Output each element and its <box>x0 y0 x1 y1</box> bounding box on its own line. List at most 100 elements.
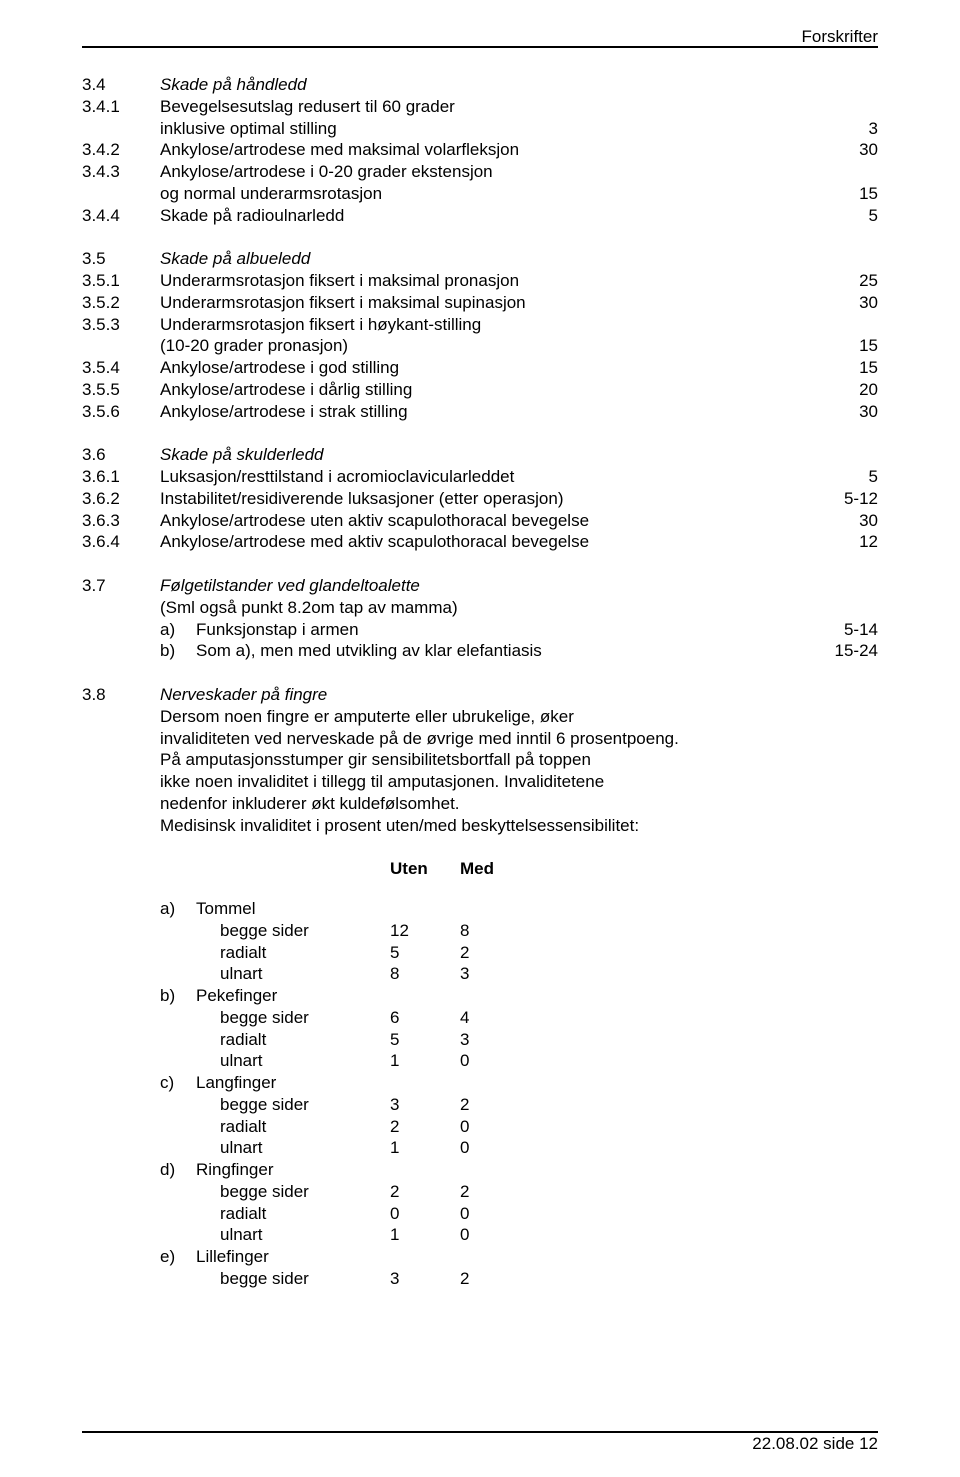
row-value-med: 8 <box>460 920 530 942</box>
section-3-7: 3.7 Følgetilstander ved glandeltoalette <box>82 575 878 597</box>
item-3-4-4: 3.4.4 Skade på radioulnarledd 5 <box>82 205 878 227</box>
table-row: begge sider32 <box>160 1094 878 1116</box>
item-3-7-note: (Sml også punkt 8.2om tap av mamma) <box>82 597 878 619</box>
item-value: 12 <box>816 531 878 553</box>
header-rule <box>82 46 878 48</box>
section-title: Skade på håndledd <box>160 74 816 96</box>
item-value: 5 <box>816 205 878 227</box>
row-name: radialt <box>220 1116 390 1138</box>
paragraph-text: nedenfor inkluderer økt kuldefølsomhet. <box>160 793 816 815</box>
item-number: 3.5.5 <box>82 379 160 401</box>
paragraph-text: Medisinsk invaliditet i prosent uten/med… <box>160 815 816 837</box>
row-name: radialt <box>220 1029 390 1051</box>
item-3-6-2: 3.6.2 Instabilitet/residiverende luksasj… <box>82 488 878 510</box>
item-3-8-p1: Dersom noen fingre er amputerte eller ub… <box>82 706 878 728</box>
row-value-uten: 5 <box>390 942 460 964</box>
group-label: e) <box>160 1246 196 1268</box>
item-3-4-1-line2: inklusive optimal stilling 3 <box>82 118 878 140</box>
row-value-uten: 2 <box>390 1116 460 1138</box>
item-number: 3.5.1 <box>82 270 160 292</box>
group-label: b) <box>160 985 196 1007</box>
item-number: 3.5.2 <box>82 292 160 314</box>
section-title: Nerveskader på fingre <box>160 684 816 706</box>
table-group-row: b)Pekefinger <box>160 985 878 1007</box>
item-text: Underarmsrotasjon fiksert i høykant-stil… <box>160 314 816 336</box>
table-group-row: e)Lillefinger <box>160 1246 878 1268</box>
item-3-8-p2: invaliditeten ved nerveskade på de øvrig… <box>82 728 878 750</box>
item-3-5-3-line1: 3.5.3 Underarmsrotasjon fiksert i høykan… <box>82 314 878 336</box>
item-value: 25 <box>816 270 878 292</box>
row-value-uten: 1 <box>390 1050 460 1072</box>
section-3-8: 3.8 Nerveskader på fingre <box>82 684 878 706</box>
item-3-6-1: 3.6.1 Luksasjon/resttilstand i acromiocl… <box>82 466 878 488</box>
item-text: Ankylose/artrodese uten aktiv scapulotho… <box>160 510 816 532</box>
item-value: 30 <box>816 510 878 532</box>
row-value-uten: 3 <box>390 1268 460 1290</box>
row-value-med: 0 <box>460 1116 530 1138</box>
item-value: 15 <box>816 357 878 379</box>
item-text: Instabilitet/residiverende luksasjoner (… <box>160 488 816 510</box>
item-number: 3.5.3 <box>82 314 160 336</box>
row-value-med: 0 <box>460 1203 530 1225</box>
item-value: 15 <box>816 335 878 357</box>
item-value: 30 <box>816 292 878 314</box>
row-value-uten: 8 <box>390 963 460 985</box>
table-row: ulnart10 <box>160 1137 878 1159</box>
group-name: Langfinger <box>196 1072 390 1094</box>
item-number: 3.4.1 <box>82 96 160 118</box>
table-row: begge sider22 <box>160 1181 878 1203</box>
row-value-uten: 0 <box>390 1203 460 1225</box>
table-row: radialt52 <box>160 942 878 964</box>
row-name: begge sider <box>220 920 390 942</box>
item-value: 5 <box>816 466 878 488</box>
item-text: Bevegelsesutslag redusert til 60 grader <box>160 96 816 118</box>
subitem-value: 5-14 <box>816 619 878 641</box>
row-name: ulnart <box>220 963 390 985</box>
subitem-label: a) <box>160 619 196 641</box>
section-title: Følgetilstander ved glandeltoalette <box>160 575 816 597</box>
row-name: begge sider <box>220 1007 390 1029</box>
group-name: Ringfinger <box>196 1159 390 1181</box>
item-text: (10-20 grader pronasjon) <box>160 335 816 357</box>
section-number: 3.7 <box>82 575 160 597</box>
item-value: 30 <box>816 401 878 423</box>
paragraph-text: På amputasjonsstumper gir sensibilitetsb… <box>160 749 816 771</box>
table-row: begge sider32 <box>160 1268 878 1290</box>
item-number: 3.6.1 <box>82 466 160 488</box>
footer-right: 22.08.02 side 12 <box>752 1433 878 1455</box>
row-value-med: 0 <box>460 1224 530 1246</box>
row-value-med: 3 <box>460 963 530 985</box>
document-body: 3.4 Skade på håndledd 3.4.1 Bevegelsesut… <box>82 74 878 1290</box>
item-number: 3.5.6 <box>82 401 160 423</box>
item-3-7-a: a) Funksjonstap i armen 5-14 <box>82 619 878 641</box>
item-value: 15 <box>816 183 878 205</box>
row-name: begge sider <box>220 1094 390 1116</box>
table-row: radialt00 <box>160 1203 878 1225</box>
row-value-uten: 1 <box>390 1137 460 1159</box>
section-number: 3.6 <box>82 444 160 466</box>
table-row: ulnart83 <box>160 963 878 985</box>
group-label: a) <box>160 898 196 920</box>
item-value: 3 <box>816 118 878 140</box>
item-text: Skade på radioulnarledd <box>160 205 816 227</box>
item-number: 3.4.3 <box>82 161 160 183</box>
group-label: c) <box>160 1072 196 1094</box>
item-text: og normal underarmsrotasjon <box>160 183 816 205</box>
item-number: 3.6.2 <box>82 488 160 510</box>
item-3-5-1: 3.5.1 Underarmsrotasjon fiksert i maksim… <box>82 270 878 292</box>
row-value-med: 4 <box>460 1007 530 1029</box>
item-number: 3.5.4 <box>82 357 160 379</box>
row-value-med: 2 <box>460 942 530 964</box>
header-right: Forskrifter <box>802 26 879 48</box>
item-text: Ankylose/artrodese med maksimal volarfle… <box>160 139 816 161</box>
row-value-uten: 5 <box>390 1029 460 1051</box>
table-group-row: c)Langfinger <box>160 1072 878 1094</box>
finger-table: Uten Med a)Tommelbegge sider128radialt52… <box>160 858 878 1289</box>
item-number: 3.6.3 <box>82 510 160 532</box>
item-text: (Sml også punkt 8.2om tap av mamma) <box>160 597 816 619</box>
section-3-4: 3.4 Skade på håndledd <box>82 74 878 96</box>
section-3-6: 3.6 Skade på skulderledd <box>82 444 878 466</box>
item-3-4-2: 3.4.2 Ankylose/artrodese med maksimal vo… <box>82 139 878 161</box>
item-3-8-p6: Medisinsk invaliditet i prosent uten/med… <box>82 815 878 837</box>
item-number: 3.6.4 <box>82 531 160 553</box>
